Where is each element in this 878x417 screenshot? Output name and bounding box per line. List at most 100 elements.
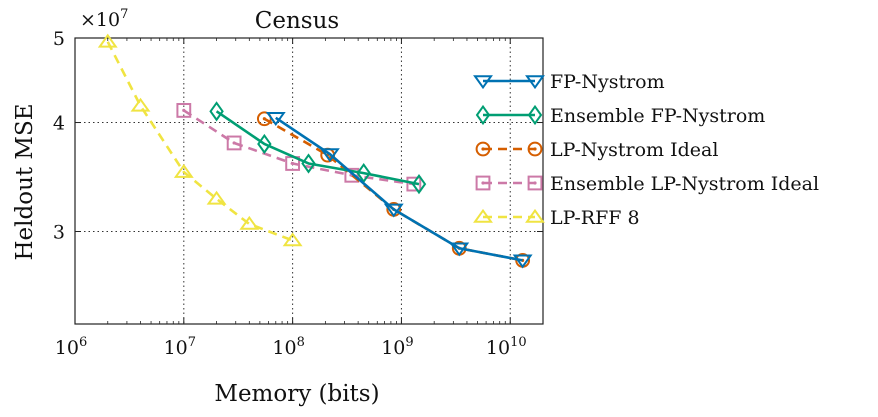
marker-dot [481,147,485,151]
legend-marker [527,141,543,157]
marker-shape [525,208,545,223]
legend-item: LP-Nystrom Ideal [475,139,718,161]
marker-shape [383,203,404,218]
marker-shape [527,175,543,191]
marker-shape [473,75,493,90]
marker-shape [525,75,545,90]
marker-dot [533,147,537,151]
data-point [226,135,242,151]
legend-item: Ensemble FP-Nystrom [475,104,765,127]
data-point [130,97,151,112]
series-line [215,110,420,186]
legend-item: Ensemble LP-Nystrom Ideal [475,173,819,195]
marker-shape [301,153,316,174]
marker-shape [475,104,491,126]
marker-shape [257,133,272,155]
series-lp-rff-8 [97,33,303,247]
data-point [265,112,286,126]
data-point [206,190,227,205]
legend: FP-Nystrom Ensemble FP-Nystrom LP-Nystrom … [473,71,819,229]
marker-dot [182,108,186,113]
y-tick-label: 3 [53,221,65,243]
marker-dot [262,117,266,121]
plot-frame [74,37,544,325]
x-tick-label: 108 [272,335,304,359]
legend-marker [475,175,491,191]
series-line [106,41,294,242]
chart-labels: Census Memory (bits) Heldout MSE ×107 [12,7,380,407]
y-tick-label: 4 [53,113,65,135]
data-point [356,162,371,184]
legend-marker [475,141,491,157]
marker-dot [533,181,537,185]
legend-item: FP-Nystrom [473,71,665,93]
data-point [257,133,272,155]
y-multiplier-label: ×107 [80,7,128,31]
marker-shape [173,163,194,178]
data-point [209,101,224,122]
marker-shape [411,173,427,195]
data-point [449,242,470,257]
x-tick-label: 1010 [486,335,527,359]
marker-shape [226,135,242,151]
marker-shape [239,215,260,230]
legend-marker [527,175,543,191]
data-point [383,203,404,218]
legend-label: Ensemble LP-Nystrom Ideal [550,173,819,195]
marker-shape [527,104,543,126]
x-axis-label: Memory (bits) [214,381,379,407]
legend-label: Ensemble FP-Nystrom [550,105,765,127]
grid-lines [74,37,543,324]
series-line [275,116,523,262]
legend-label: LP-Nystrom Ideal [550,139,718,161]
marker-shape [475,141,491,157]
data-point [301,153,316,174]
marker-shape [97,33,118,48]
marker-dot [232,141,236,145]
legend-item: LP-RFF 8 [473,207,640,229]
marker-shape [356,162,371,184]
legend-label: FP-Nystrom [550,71,665,93]
marker-shape [319,148,340,163]
data-point [411,173,427,195]
data-point [319,148,340,163]
data-series [97,33,533,269]
marker-dot [291,161,295,166]
chart-title: Census [255,8,339,34]
legend-marker [475,104,491,126]
marker-shape [176,103,192,118]
marker-shape [209,101,224,122]
legend-marker [473,208,493,223]
legend-marker [525,208,545,223]
marker-shape [130,97,151,112]
data-point [173,163,194,178]
x-tick-label: 109 [381,335,413,359]
data-point [282,232,303,247]
marker-shape [475,175,491,191]
data-point [512,254,533,269]
legend-marker [527,104,543,126]
x-tick-label: 106 [55,335,87,359]
data-point [97,33,118,48]
series-line [183,109,415,186]
data-point [239,215,260,230]
series-ensemble-fp-nystrom [209,101,427,195]
marker-dot [481,181,485,185]
marker-shape [473,208,493,223]
data-point [176,103,192,118]
legend-label: LP-RFF 8 [550,207,640,229]
legend-marker [473,75,493,90]
y-axis-label: Heldout MSE [12,103,38,260]
marker-shape [449,242,470,257]
marker-shape [406,176,422,192]
marker-shape [512,254,533,269]
y-tick-label: 5 [53,28,65,50]
marker-shape [206,190,227,205]
x-tick-label: 107 [164,335,196,359]
marker-shape [527,141,543,157]
marker-shape [282,232,303,247]
series-fp-nystrom [265,112,533,269]
marker-shape [265,112,286,126]
axes: 106 107 108 109 1010 3 4 5 [53,28,544,359]
